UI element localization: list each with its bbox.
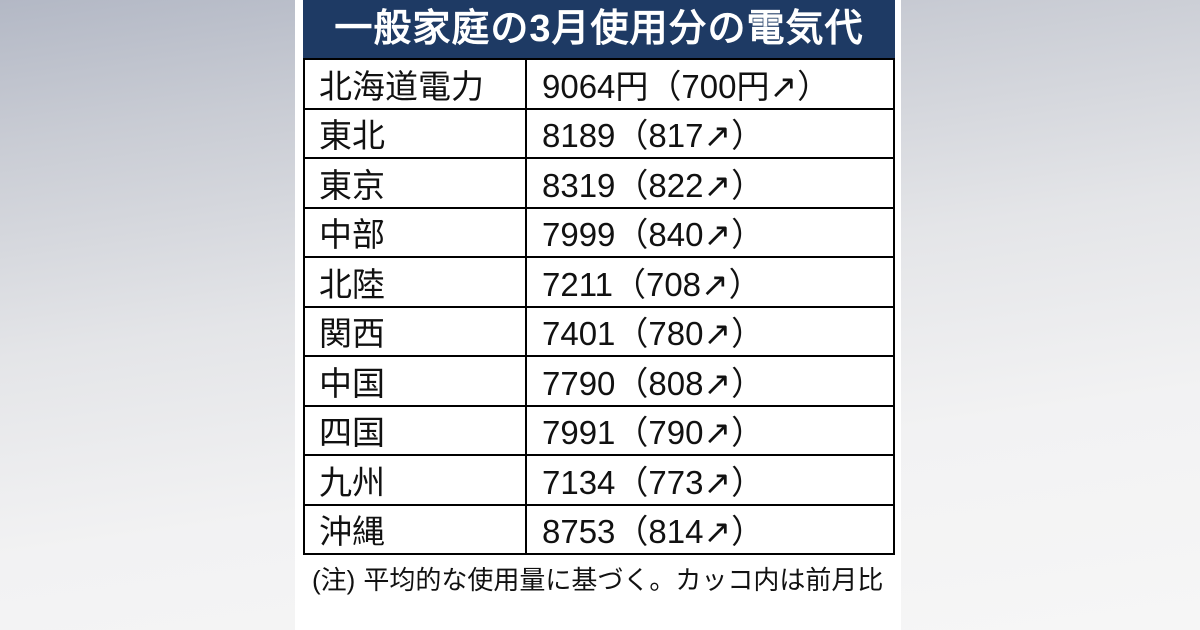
table-row: 九州 7134（773↗）	[305, 456, 893, 506]
table-row: 東北 8189（817↗）	[305, 109, 893, 159]
region-cell: 中国	[305, 357, 527, 405]
region-cell: 沖縄	[305, 505, 527, 553]
card-content: 一般家庭の3月使用分の電気代 北海道電力 9064円（700円↗） 東北 818…	[303, 0, 895, 597]
value-cell: 8753（814↗）	[542, 513, 765, 551]
region-cell: 東北	[305, 109, 527, 157]
footnote: (注) 平均的な使用量に基づく。カッコ内は前月比	[303, 555, 895, 597]
region-cell: 九州	[305, 456, 527, 504]
value-cell: 7790（808↗）	[542, 364, 765, 402]
table-row: 中国 7790（808↗）	[305, 357, 893, 407]
region-cell: 関西	[305, 307, 527, 355]
region-cell: 四国	[305, 406, 527, 454]
region-cell: 中部	[305, 208, 527, 256]
table-row: 関西 7401（780↗）	[305, 307, 893, 357]
footnote-text: 平均的な使用量に基づく。カッコ内は前月比	[363, 565, 884, 595]
value-cell: 7401（780↗）	[542, 315, 765, 353]
value-cell: 7991（790↗）	[542, 414, 765, 452]
electricity-price-table: 北海道電力 9064円（700円↗） 東北 8189（817↗） 東京 8319…	[303, 58, 895, 555]
infographic-card: 一般家庭の3月使用分の電気代 北海道電力 9064円（700円↗） 東北 818…	[295, 0, 901, 630]
value-cell: 7999（840↗）	[542, 216, 765, 254]
region-cell: 東京	[305, 159, 527, 207]
value-cell: 7211（708↗）	[542, 265, 762, 303]
table-row: 東京 8319（822↗）	[305, 159, 893, 209]
table-row: 中部 7999（840↗）	[305, 208, 893, 258]
table-row: 沖縄 8753（814↗）	[305, 505, 893, 553]
region-cell: 北海道電力	[305, 60, 527, 108]
table-row: 四国 7991（790↗）	[305, 406, 893, 456]
footnote-label: (注)	[312, 565, 356, 595]
table-row: 北海道電力 9064円（700円↗）	[305, 60, 893, 110]
value-cell: 9064円（700円↗）	[542, 67, 831, 105]
chart-title-bar: 一般家庭の3月使用分の電気代	[303, 0, 895, 58]
value-cell: 8189（817↗）	[542, 117, 765, 155]
value-cell: 7134（773↗）	[542, 463, 765, 501]
value-cell: 8319（822↗）	[542, 166, 765, 204]
region-cell: 北陸	[305, 258, 527, 306]
table-row: 北陸 7211（708↗）	[305, 258, 893, 308]
